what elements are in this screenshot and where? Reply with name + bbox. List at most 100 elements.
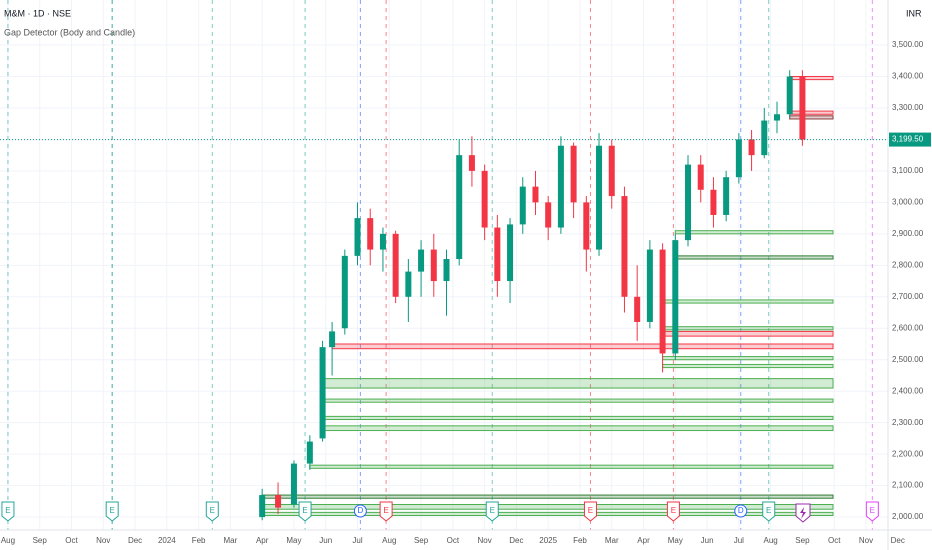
candle-body xyxy=(697,164,704,190)
y-tick-label: 2,700.00 xyxy=(892,292,924,301)
event-icon xyxy=(353,504,367,518)
event-label: E xyxy=(110,506,115,515)
event-icon xyxy=(298,501,312,522)
gap-zone xyxy=(662,326,834,331)
candle-body xyxy=(634,296,641,322)
candle-body xyxy=(710,189,717,215)
gap-zone xyxy=(322,425,834,432)
gap-zone xyxy=(662,330,834,337)
x-tick-label: Apr xyxy=(256,536,269,545)
y-tick-label: 2,900.00 xyxy=(892,229,924,238)
y-tick-label: 2,200.00 xyxy=(892,449,924,458)
gap-zone xyxy=(674,255,834,260)
gap-zone xyxy=(674,230,834,235)
x-tick-label: Nov xyxy=(96,536,110,545)
candle-body xyxy=(723,177,730,215)
candle-body xyxy=(443,259,450,282)
candle-body xyxy=(672,240,679,354)
event-icon xyxy=(105,501,119,522)
x-tick-label: Aug xyxy=(764,536,778,545)
candle-body xyxy=(507,224,514,282)
candle-body xyxy=(608,145,615,197)
event-icon xyxy=(485,501,499,522)
lightning-icon xyxy=(795,503,811,523)
candle-body xyxy=(430,249,437,282)
y-tick-label: 2,300.00 xyxy=(892,418,924,427)
event-icon xyxy=(379,501,393,522)
candle-body xyxy=(799,76,806,140)
y-tick-label: 2,800.00 xyxy=(892,260,924,269)
x-tick-label: Jul xyxy=(734,536,744,545)
gap-zone xyxy=(261,504,834,510)
y-tick-label: 2,000.00 xyxy=(892,512,924,521)
x-tick-label: Aug xyxy=(382,536,396,545)
x-tick-label: Oct xyxy=(65,536,78,545)
event-label: E xyxy=(870,506,875,515)
gap-zone xyxy=(261,511,834,517)
candle-body xyxy=(786,76,793,115)
gap-zone xyxy=(789,110,834,115)
candle-body xyxy=(659,249,666,354)
candle-body xyxy=(405,271,412,297)
event-label: E xyxy=(766,506,771,515)
candle-body xyxy=(290,463,297,505)
candle-body xyxy=(735,139,742,178)
event-label: E xyxy=(302,506,307,515)
x-tick-label: Sep xyxy=(414,536,429,545)
x-tick-label: Jun xyxy=(701,536,714,545)
candle-body xyxy=(773,114,780,121)
candle-body xyxy=(532,186,539,203)
candle-body xyxy=(354,218,361,256)
gap-zone xyxy=(309,464,834,469)
event-label: E xyxy=(383,506,388,515)
candle-body xyxy=(621,196,628,297)
candle-body xyxy=(456,155,463,260)
event-label: E xyxy=(210,506,215,515)
y-tick-label: 2,100.00 xyxy=(892,481,924,490)
x-tick-label: Dec xyxy=(891,536,905,545)
candle-body xyxy=(557,145,564,228)
x-tick-label: Dec xyxy=(509,536,523,545)
event-label: E xyxy=(490,506,495,515)
candle-body xyxy=(685,164,692,241)
candle-body xyxy=(468,155,475,171)
x-tick-label: Nov xyxy=(478,536,492,545)
x-tick-label: Mar xyxy=(605,536,619,545)
gap-zone xyxy=(322,378,834,389)
x-tick-label: Oct xyxy=(447,536,460,545)
x-tick-label: May xyxy=(286,536,301,545)
candle-body xyxy=(379,233,386,250)
event-label: E xyxy=(671,506,676,515)
candle-body xyxy=(761,120,768,156)
candle-body xyxy=(494,227,501,282)
x-tick-label: Sep xyxy=(795,536,810,545)
event-icon xyxy=(762,501,776,522)
y-tick-label: 3,500.00 xyxy=(892,40,924,49)
x-tick-label: Oct xyxy=(828,536,841,545)
y-tick-label: 3,000.00 xyxy=(892,197,924,206)
gap-zone xyxy=(261,494,834,499)
y-tick-label: 3,400.00 xyxy=(892,72,924,81)
y-tick-label: 2,600.00 xyxy=(892,323,924,332)
x-tick-label: Feb xyxy=(192,536,206,545)
candle-body xyxy=(519,186,526,225)
x-tick-label: Dec xyxy=(128,536,142,545)
candle-body xyxy=(748,139,755,156)
candle-body xyxy=(367,218,374,250)
indicator-title: Gap Detector (Body and Candle) xyxy=(4,27,135,37)
event-icon xyxy=(865,501,879,522)
gap-zone xyxy=(662,356,834,361)
x-tick-label: Jul xyxy=(352,536,362,545)
last-price-label: 3,199.50 xyxy=(892,135,924,144)
candle-body xyxy=(259,495,266,518)
y-tick-label: 2,400.00 xyxy=(892,386,924,395)
event-label: D xyxy=(738,506,744,515)
x-tick-label: Sep xyxy=(33,536,48,545)
candle-body xyxy=(545,202,552,228)
event-icon xyxy=(1,501,15,522)
event-label: D xyxy=(357,506,363,515)
event-label: E xyxy=(5,506,10,515)
candle-body xyxy=(646,249,653,322)
